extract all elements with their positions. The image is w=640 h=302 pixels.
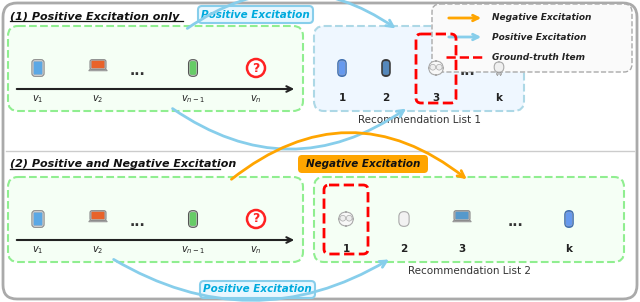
FancyBboxPatch shape bbox=[33, 212, 42, 226]
Text: ?: ? bbox=[252, 213, 260, 226]
Text: k: k bbox=[566, 244, 573, 254]
Text: Positive Excitation: Positive Excitation bbox=[203, 284, 312, 294]
Text: (1) Positive Excitation only: (1) Positive Excitation only bbox=[10, 12, 179, 22]
Text: (2) Positive and Negative Excitation: (2) Positive and Negative Excitation bbox=[10, 159, 236, 169]
Polygon shape bbox=[89, 220, 108, 222]
FancyBboxPatch shape bbox=[200, 281, 315, 298]
Circle shape bbox=[340, 215, 346, 221]
FancyArrowPatch shape bbox=[114, 259, 387, 300]
FancyBboxPatch shape bbox=[189, 61, 196, 75]
FancyBboxPatch shape bbox=[189, 60, 198, 76]
Text: ...: ... bbox=[508, 215, 524, 229]
FancyBboxPatch shape bbox=[432, 4, 632, 72]
FancyBboxPatch shape bbox=[189, 212, 196, 226]
Polygon shape bbox=[89, 69, 108, 71]
Text: $v_1$: $v_1$ bbox=[32, 244, 44, 256]
FancyBboxPatch shape bbox=[455, 212, 468, 219]
FancyBboxPatch shape bbox=[33, 61, 42, 75]
Text: 2: 2 bbox=[382, 93, 390, 103]
Circle shape bbox=[430, 64, 436, 70]
Text: Ground-truth Item: Ground-truth Item bbox=[492, 53, 585, 62]
FancyArrowPatch shape bbox=[173, 109, 404, 149]
FancyBboxPatch shape bbox=[189, 211, 198, 227]
Text: $v_{n-1}$: $v_{n-1}$ bbox=[181, 93, 205, 105]
FancyBboxPatch shape bbox=[339, 212, 353, 226]
Circle shape bbox=[346, 215, 352, 221]
Text: Positive Excitation: Positive Excitation bbox=[201, 9, 310, 20]
Text: $v_2$: $v_2$ bbox=[92, 244, 104, 256]
FancyBboxPatch shape bbox=[32, 211, 44, 227]
FancyBboxPatch shape bbox=[429, 61, 444, 75]
FancyBboxPatch shape bbox=[500, 72, 501, 75]
Text: $v_{n-1}$: $v_{n-1}$ bbox=[181, 244, 205, 256]
Circle shape bbox=[247, 59, 265, 77]
FancyBboxPatch shape bbox=[314, 26, 524, 111]
FancyBboxPatch shape bbox=[566, 212, 572, 226]
FancyBboxPatch shape bbox=[90, 211, 106, 220]
FancyBboxPatch shape bbox=[494, 62, 504, 72]
FancyBboxPatch shape bbox=[338, 60, 346, 76]
Text: ?: ? bbox=[252, 62, 260, 75]
Text: 3: 3 bbox=[458, 244, 466, 254]
Text: 2: 2 bbox=[401, 244, 408, 254]
Text: Recommendation List 1: Recommendation List 1 bbox=[358, 115, 481, 125]
Text: 3: 3 bbox=[433, 93, 440, 103]
FancyBboxPatch shape bbox=[32, 60, 44, 76]
Text: Negative Excitation: Negative Excitation bbox=[306, 159, 420, 169]
FancyBboxPatch shape bbox=[497, 72, 498, 75]
Text: ...: ... bbox=[130, 215, 145, 229]
Text: $v_n$: $v_n$ bbox=[250, 93, 262, 105]
Circle shape bbox=[436, 64, 442, 70]
FancyBboxPatch shape bbox=[92, 61, 105, 68]
FancyBboxPatch shape bbox=[339, 61, 345, 75]
FancyBboxPatch shape bbox=[382, 60, 390, 76]
FancyBboxPatch shape bbox=[90, 60, 106, 69]
FancyBboxPatch shape bbox=[3, 3, 637, 299]
FancyBboxPatch shape bbox=[8, 26, 303, 111]
Polygon shape bbox=[452, 220, 471, 222]
Text: ...: ... bbox=[130, 64, 145, 78]
Text: $v_2$: $v_2$ bbox=[92, 93, 104, 105]
Text: Recommendation List 2: Recommendation List 2 bbox=[408, 266, 531, 276]
FancyBboxPatch shape bbox=[298, 155, 428, 173]
Text: $v_1$: $v_1$ bbox=[32, 93, 44, 105]
Text: Negative Excitation: Negative Excitation bbox=[492, 14, 591, 23]
Text: $v_n$: $v_n$ bbox=[250, 244, 262, 256]
Text: k: k bbox=[495, 93, 502, 103]
Text: 1: 1 bbox=[342, 244, 349, 254]
FancyArrowPatch shape bbox=[188, 0, 393, 28]
FancyBboxPatch shape bbox=[383, 61, 389, 75]
FancyArrowPatch shape bbox=[232, 133, 465, 179]
FancyBboxPatch shape bbox=[565, 211, 573, 227]
FancyBboxPatch shape bbox=[92, 212, 105, 219]
FancyBboxPatch shape bbox=[454, 211, 470, 220]
FancyBboxPatch shape bbox=[399, 212, 409, 226]
Text: 1: 1 bbox=[339, 93, 346, 103]
Text: ...: ... bbox=[460, 64, 476, 78]
Text: Positive Excitation: Positive Excitation bbox=[492, 33, 586, 41]
Circle shape bbox=[247, 210, 265, 228]
FancyBboxPatch shape bbox=[8, 177, 303, 262]
FancyBboxPatch shape bbox=[314, 177, 624, 262]
FancyBboxPatch shape bbox=[198, 6, 313, 23]
